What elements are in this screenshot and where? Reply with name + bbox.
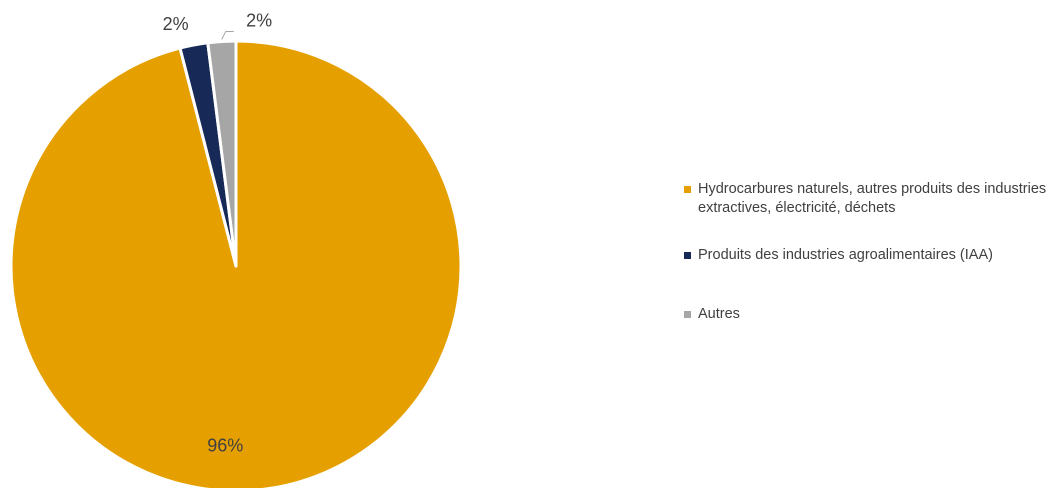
pie-slice <box>9 39 463 488</box>
data-label: 2% <box>163 14 189 34</box>
legend-item: Autres <box>684 305 740 324</box>
data-label: 2% <box>246 10 272 30</box>
legend-swatch <box>684 186 691 193</box>
data-label: 96% <box>207 436 243 456</box>
legend-label: Autres <box>698 306 740 322</box>
legend-item: Hydrocarbures naturels, autres produits … <box>684 180 1049 218</box>
legend-label: Hydrocarbures naturels, autres produits … <box>698 181 1047 216</box>
legend-label: Produits des industries agroalimentaires… <box>698 247 993 263</box>
legend-swatch <box>684 252 691 259</box>
pie-slice <box>206 39 238 268</box>
leader-line <box>221 30 234 40</box>
legend-item: Produits des industries agroalimentaires… <box>684 246 993 265</box>
legend-swatch <box>684 311 691 318</box>
